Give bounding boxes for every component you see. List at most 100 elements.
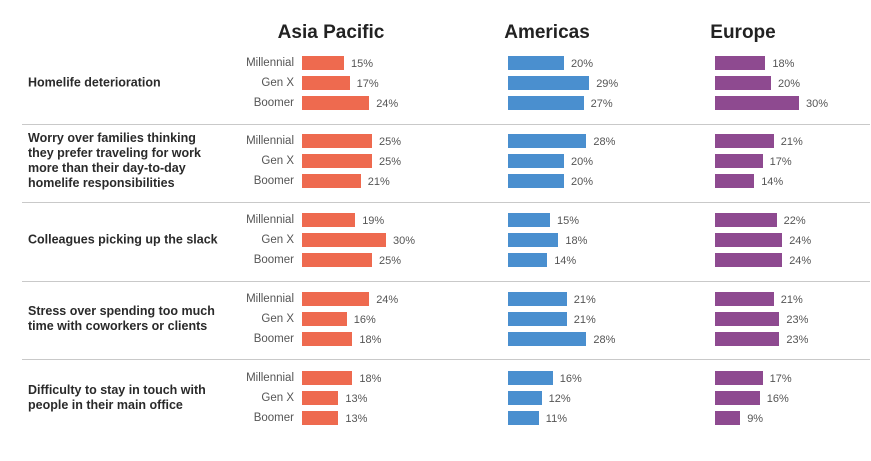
bar-americas-millennial [508, 56, 564, 70]
generation-label-gen-x: Gen X [261, 392, 294, 404]
generation-label-millennial: Millennial [246, 372, 294, 384]
category-label: Worry over families thinking they prefer… [28, 131, 201, 190]
value-label: 17% [769, 373, 792, 385]
generation-label-boomer: Boomer [253, 175, 294, 187]
value-label: 19% [362, 215, 385, 227]
generation-label-boomer: Boomer [253, 333, 294, 345]
bar-americas-gen-x [508, 233, 559, 247]
value-label: 30% [393, 235, 416, 247]
bar-americas-gen-x [508, 154, 564, 168]
value-label: 28% [593, 334, 616, 346]
value-label: 14% [554, 255, 577, 267]
value-label: 24% [789, 235, 812, 247]
generation-label-boomer: Boomer [253, 412, 294, 424]
bar-asia-pacific-boomer [302, 253, 372, 267]
region-title-americas: Americas [504, 22, 590, 43]
bar-americas-gen-x [508, 312, 567, 326]
value-label: 21% [573, 294, 596, 306]
bar-americas-millennial [508, 213, 550, 227]
value-label: 21% [780, 294, 803, 306]
value-label: 24% [376, 98, 399, 110]
bar-europe-millennial [715, 292, 774, 306]
generation-label-millennial: Millennial [246, 214, 294, 226]
value-label: 12% [548, 393, 571, 405]
category-label: Homelife deterioration [28, 75, 161, 90]
value-label: 17% [356, 78, 379, 90]
bar-europe-gen-x [715, 312, 780, 326]
value-label: 13% [345, 393, 368, 405]
bar-europe-gen-x [715, 391, 760, 405]
bar-europe-gen-x [715, 154, 763, 168]
bar-americas-millennial [508, 371, 553, 385]
value-label: 29% [596, 78, 619, 90]
value-label: 23% [786, 334, 809, 346]
value-label: 9% [747, 413, 764, 425]
value-label: 27% [590, 98, 613, 110]
generation-label-millennial: Millennial [246, 135, 294, 147]
bar-europe-gen-x [715, 76, 771, 90]
region-title-asia-pacific: Asia Pacific [277, 22, 385, 43]
generation-label-gen-x: Gen X [261, 234, 294, 246]
group-divider [22, 359, 870, 360]
bar-asia-pacific-gen-x [302, 233, 386, 247]
value-label: 28% [593, 136, 616, 148]
bar-europe-boomer [715, 332, 780, 346]
bar-asia-pacific-millennial [302, 371, 353, 385]
bar-americas-gen-x [508, 76, 590, 90]
bar-americas-boomer [508, 174, 564, 188]
bar-americas-millennial [508, 134, 587, 148]
value-label: 18% [359, 334, 382, 346]
value-label: 15% [351, 58, 374, 70]
bar-europe-boomer [715, 96, 799, 110]
value-label: 15% [557, 215, 580, 227]
value-label: 18% [772, 58, 795, 70]
bar-asia-pacific-millennial [302, 56, 344, 70]
value-label: 21% [573, 314, 596, 326]
bar-asia-pacific-millennial [302, 292, 370, 306]
bar-americas-boomer [508, 96, 584, 110]
value-label: 16% [559, 373, 582, 385]
bar-europe-boomer [715, 253, 783, 267]
bar-europe-boomer [715, 411, 741, 425]
bar-asia-pacific-gen-x [302, 312, 347, 326]
value-label: 16% [766, 393, 789, 405]
generation-label-boomer: Boomer [253, 254, 294, 266]
value-label: 25% [379, 136, 402, 148]
group-divider [22, 281, 870, 282]
value-label: 21% [780, 136, 803, 148]
value-label: 11% [545, 413, 567, 425]
value-label: 24% [376, 294, 399, 306]
bar-asia-pacific-boomer [302, 411, 339, 425]
bar-asia-pacific-millennial [302, 213, 356, 227]
generation-label-gen-x: Gen X [261, 155, 294, 167]
value-label: 13% [345, 413, 368, 425]
bar-asia-pacific-millennial [302, 134, 372, 148]
value-label: 23% [786, 314, 809, 326]
bar-europe-millennial [715, 371, 763, 385]
bar-europe-millennial [715, 213, 777, 227]
generation-label-boomer: Boomer [253, 97, 294, 109]
bar-americas-boomer [508, 411, 539, 425]
value-label: 25% [379, 255, 402, 267]
bar-asia-pacific-boomer [302, 332, 353, 346]
bar-europe-millennial [715, 56, 766, 70]
bar-americas-gen-x [508, 391, 542, 405]
bar-americas-boomer [508, 332, 587, 346]
bar-asia-pacific-gen-x [302, 76, 350, 90]
value-label: 17% [769, 156, 792, 168]
bar-asia-pacific-boomer [302, 96, 370, 110]
value-label: 24% [789, 255, 812, 267]
category-label: Colleagues picking up the slack [28, 232, 218, 247]
generation-label-gen-x: Gen X [261, 77, 294, 89]
group-divider [22, 124, 870, 125]
value-label: 16% [353, 314, 376, 326]
value-label: 25% [379, 156, 402, 168]
category-label: Difficulty to stay in touch with people … [28, 383, 206, 412]
bar-asia-pacific-gen-x [302, 154, 372, 168]
generation-label-millennial: Millennial [246, 57, 294, 69]
value-label: 18% [359, 373, 382, 385]
generation-label-millennial: Millennial [246, 293, 294, 305]
value-label: 22% [783, 215, 806, 227]
bar-americas-millennial [508, 292, 567, 306]
